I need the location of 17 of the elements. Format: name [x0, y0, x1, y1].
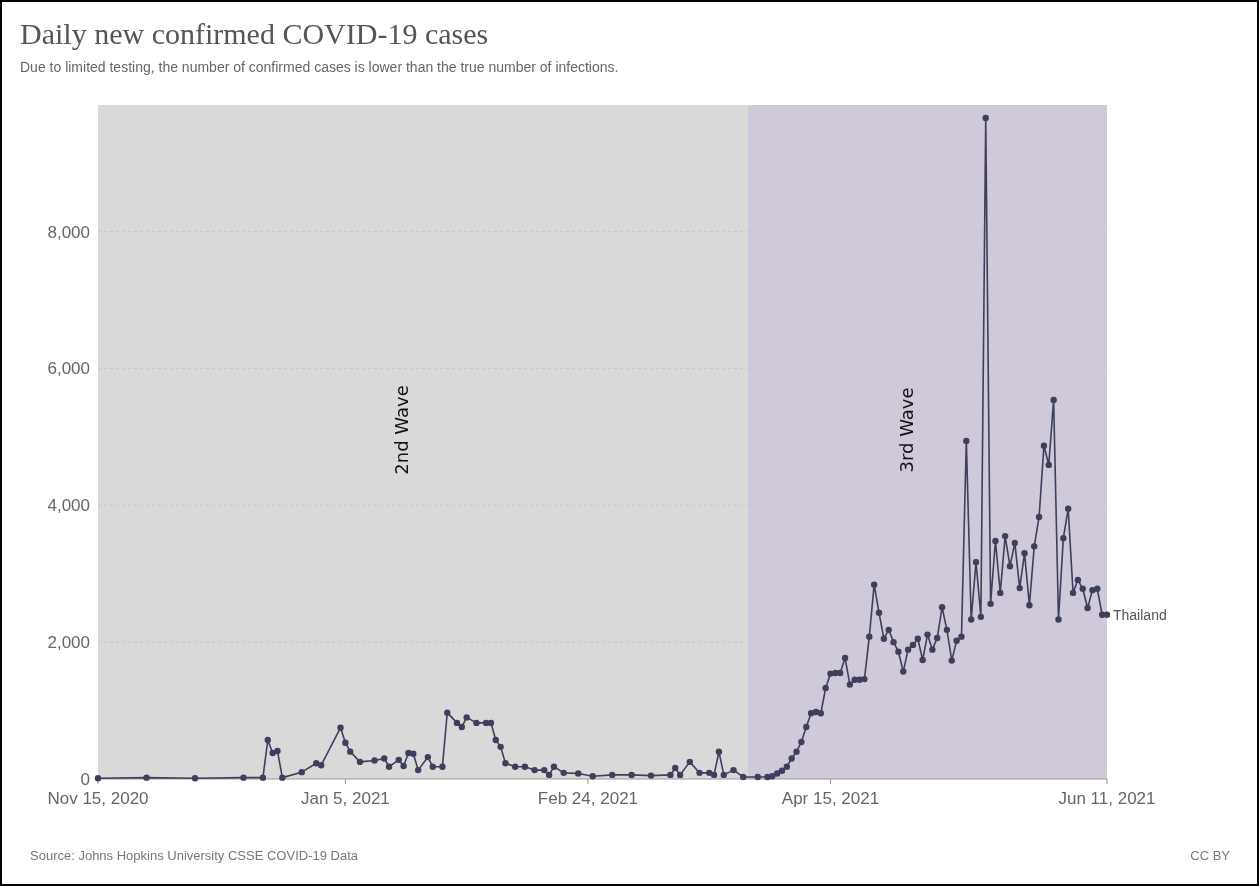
y-tick-label: 8,000: [47, 222, 90, 242]
chart-subtitle: Due to limited testing, the number of confirmed cases is lower than the true number of infections.: [20, 59, 619, 75]
x-tick-label: Jan 5, 2021: [300, 789, 390, 808]
chart-title: Daily new confirmed COVID-19 cases: [20, 17, 489, 50]
y-tick-label: 6,000: [47, 359, 90, 379]
band-label: 3rd Wave: [895, 387, 917, 473]
x-tick-label: Nov 15, 2020: [47, 789, 149, 808]
x-tick-label: Apr 15, 2021: [781, 789, 880, 808]
y-tick-label: 2,000: [47, 633, 90, 653]
band-label: 2nd Wave: [391, 385, 413, 475]
x-tick-label: Feb 24, 2021: [537, 789, 639, 808]
y-tick-label: 0: [80, 770, 90, 789]
source-note: Source: Johns Hopkins University CSSE COVID-19 Data: [30, 848, 359, 863]
text: CC BY: [1190, 848, 1231, 863]
y-tick-label: 4,000: [47, 496, 90, 516]
series-label: Thailand: [1113, 606, 1167, 623]
x-tick-label: Jun 11, 2021: [1058, 789, 1156, 808]
